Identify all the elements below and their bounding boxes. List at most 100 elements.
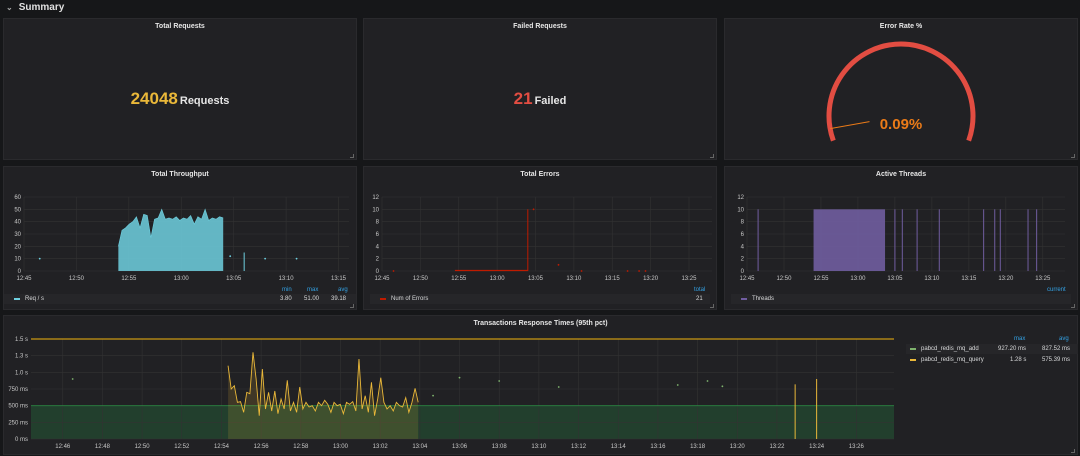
panel-total-errors: Total Errors 0 2 4 6 8 10 12 12:45 12:50 12:55 13:…	[363, 166, 717, 310]
response-times-chart: 0 ms 250 ms 500 ms 750 ms 1.0 s 1.3 s 1.5 s 12:…	[8, 337, 894, 450]
data-point	[458, 376, 461, 379]
data-point	[626, 270, 629, 272]
max-value: 927.20 ms	[998, 346, 1027, 352]
series-swatch	[910, 359, 916, 361]
x-tick-label: 13:00	[174, 276, 190, 282]
x-tick-label: 13:00	[490, 276, 506, 282]
panel-failed-requests: Failed Requests 21 Failed	[363, 18, 717, 160]
x-tick-label: 13:10	[531, 444, 547, 450]
x-tick-label: 13:05	[528, 276, 544, 282]
resize-handle[interactable]	[710, 154, 714, 158]
y-tick-label: 20	[14, 244, 21, 250]
data-point	[644, 270, 647, 272]
failed-requests-value: 21	[513, 89, 533, 108]
y-tick-label: 4	[376, 244, 380, 250]
x-tick-label: 12:56	[254, 444, 270, 450]
series-name: Num of Errors	[391, 296, 429, 302]
resize-handle[interactable]	[350, 304, 354, 308]
x-tick-label: 13:20	[998, 276, 1014, 282]
legend-header-max: max	[307, 287, 319, 293]
x-tick-label: 13:08	[492, 444, 508, 450]
x-tick-label: 12:58	[293, 444, 309, 450]
y-tick-label: 1.0 s	[15, 370, 28, 376]
panel-total-requests: Total Requests 24048 Requests	[3, 18, 357, 160]
x-tick-label: 13:15	[605, 276, 621, 282]
y-tick-label: 0	[18, 269, 22, 275]
y-tick-label: 12	[737, 195, 744, 201]
legend-item-mq-query[interactable]: pabcd_redis_mq_query 1.28 s 575.39 ms	[906, 355, 1078, 365]
x-tick-label: 12:55	[813, 276, 829, 282]
legend-item-errors[interactable]: Num of Errors 21	[370, 294, 710, 304]
panel-title: Total Throughput	[151, 171, 209, 178]
threads-chart: 0 2 4 6 8 10 12 12:45 12:50 12:55 13:00 13:05 13:10 1…	[737, 195, 1065, 282]
x-tick-label: 13:24	[809, 444, 825, 450]
legend-item-req[interactable]: Req / s 3.80 51.00 39.18	[4, 294, 356, 304]
x-tick-label: 13:14	[611, 444, 627, 450]
series-line	[118, 208, 224, 247]
total-requests-unit: Requests	[179, 95, 230, 107]
data-point	[392, 270, 395, 272]
legend-item-threads[interactable]: Threads	[731, 294, 1071, 304]
panel-title: Active Threads	[875, 171, 927, 178]
y-tick-label: 2	[376, 257, 380, 263]
x-tick-label: 13:25	[681, 276, 697, 282]
x-tick-label: 13:10	[924, 276, 940, 282]
y-tick-label: 50	[14, 207, 21, 213]
resize-handle[interactable]	[710, 304, 714, 308]
series-name: Threads	[752, 296, 775, 302]
x-tick-label: 13:26	[849, 444, 865, 450]
x-tick-label: 13:04	[412, 444, 428, 450]
data-point	[295, 257, 298, 260]
x-tick-label: 12:50	[413, 276, 429, 282]
panel-response-times: Transactions Response Times (95th pct) 0…	[3, 315, 1078, 455]
y-tick-label: 6	[741, 232, 745, 238]
row-summary[interactable]: ⌄ Summary	[6, 0, 64, 14]
x-tick-label: 12:48	[95, 444, 111, 450]
series-area	[118, 209, 224, 271]
y-tick-label: 0	[376, 269, 380, 275]
series-swatch	[741, 298, 747, 300]
x-tick-label: 13:18	[690, 444, 706, 450]
y-tick-label: 8	[376, 220, 380, 226]
legend-header-avg: avg	[1059, 336, 1069, 342]
panel-active-threads: Active Threads 0 2 4 6 8 10 12 12:45 12:50 12:55 1…	[724, 166, 1078, 310]
panel-error-rate: Error Rate % 0.09%	[724, 18, 1078, 160]
x-tick-label: 13:00	[333, 444, 349, 450]
x-tick-label: 12:50	[69, 276, 85, 282]
legend-item-mq-add[interactable]: pabcd_redis_mq_add 927.20 ms 827.52 ms	[906, 344, 1078, 354]
x-tick-label: 12:50	[135, 444, 151, 450]
y-tick-label: 2	[741, 257, 745, 263]
y-tick-label: 1.3 s	[15, 354, 28, 360]
y-tick-label: 0	[741, 269, 745, 275]
data-point	[676, 384, 679, 386]
resize-handle[interactable]	[350, 154, 354, 158]
legend-header-min: min	[282, 287, 292, 293]
resize-handle[interactable]	[1071, 154, 1075, 158]
x-tick-label: 12:50	[776, 276, 792, 282]
x-tick-label: 13:15	[331, 276, 347, 282]
series-swatch	[910, 348, 916, 350]
panel-title: Total Errors	[520, 171, 560, 178]
gauge-arc	[826, 41, 976, 142]
chevron-down-icon[interactable]: ⌄	[6, 2, 13, 12]
legend-header-total: total	[694, 287, 706, 293]
resize-handle[interactable]	[1071, 304, 1075, 308]
y-tick-label: 10	[737, 207, 744, 213]
x-tick-label: 13:02	[373, 444, 389, 450]
resize-handle[interactable]	[1071, 449, 1075, 453]
data-point	[580, 270, 583, 272]
series-area	[228, 352, 419, 439]
data-point	[557, 386, 560, 388]
panel-title: Transactions Response Times (95th pct)	[473, 320, 608, 327]
x-tick-label: 13:06	[452, 444, 468, 450]
x-tick-label: 12:55	[451, 276, 467, 282]
x-tick-label: 12:45	[374, 276, 390, 282]
x-tick-label: 13:10	[279, 276, 295, 282]
y-tick-label: 0 ms	[15, 437, 28, 443]
y-tick-label: 1.5 s	[15, 337, 28, 343]
y-tick-label: 500 ms	[8, 404, 28, 410]
y-tick-label: 750 ms	[8, 387, 28, 393]
panel-title: Failed Requests	[513, 23, 567, 30]
series-swatch	[380, 298, 386, 300]
x-tick-label: 13:05	[226, 276, 242, 282]
